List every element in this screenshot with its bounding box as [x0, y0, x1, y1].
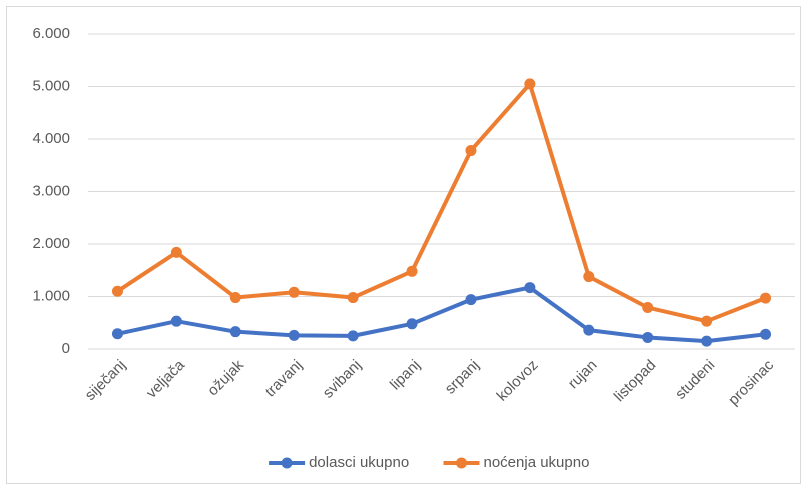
- data-point: [347, 292, 359, 304]
- y-tick-label: 0: [62, 340, 70, 357]
- data-point: [465, 145, 477, 157]
- legend-swatch-marker: [456, 457, 467, 469]
- data-point: [406, 265, 418, 277]
- data-point: [583, 324, 595, 336]
- series-line: [116, 81, 767, 324]
- y-tick-label: 1.000: [32, 287, 70, 304]
- y-tick-label: 6.000: [32, 25, 70, 42]
- data-point: [288, 329, 300, 341]
- data-point: [642, 331, 654, 343]
- chart-frame: [6, 6, 801, 484]
- y-tick-label: 5.000: [32, 77, 70, 94]
- data-point: [347, 330, 359, 342]
- data-point: [111, 328, 123, 340]
- y-tick-label: 3.000: [32, 182, 70, 199]
- series-line: [117, 285, 766, 344]
- y-tick-label: 2.000: [32, 235, 70, 252]
- data-point: [642, 302, 654, 314]
- data-point: [701, 335, 713, 347]
- data-point: [229, 326, 241, 338]
- data-point: [701, 315, 713, 327]
- data-point: [760, 292, 772, 304]
- data-point: [524, 282, 536, 294]
- data-point: [760, 328, 772, 340]
- data-point: [524, 78, 536, 90]
- legend-label: dolasci ukupno: [309, 454, 409, 471]
- data-point: [170, 246, 182, 258]
- data-point: [406, 318, 418, 330]
- legend-label: noćenja ukupno: [484, 454, 590, 471]
- data-point: [111, 285, 123, 297]
- data-point: [465, 294, 477, 306]
- data-point: [288, 286, 300, 298]
- y-tick-label: 4.000: [32, 130, 70, 147]
- data-point: [583, 271, 595, 283]
- legend-swatch-marker: [281, 457, 293, 469]
- data-point: [170, 315, 182, 327]
- data-point: [229, 292, 241, 304]
